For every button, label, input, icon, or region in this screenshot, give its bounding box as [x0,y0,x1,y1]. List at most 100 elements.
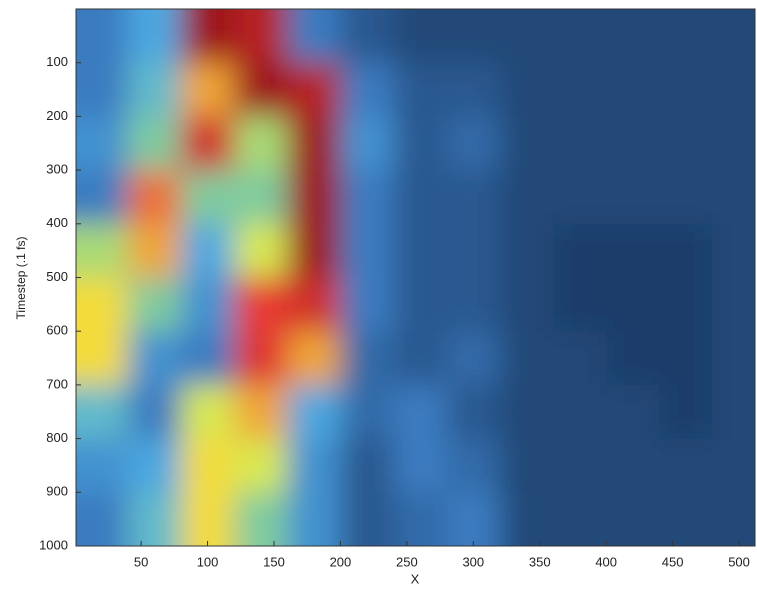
heatmap-cell [180,223,236,279]
heatmap-cell [606,492,661,546]
y-tick-label: 500 [46,269,68,284]
heatmap-cell [606,223,661,279]
heatmap-cell [446,277,501,333]
heatmap-cell [180,170,236,225]
heatmap-cell [499,384,555,440]
heatmap-cell [712,384,755,440]
heatmap-cell [76,223,129,279]
heatmap-cell [234,438,289,494]
heatmap-cell [287,223,342,279]
y-tick-label: 300 [46,162,68,177]
heatmap-cell [712,116,755,172]
heatmap-cell [659,170,714,225]
x-tick-label: 50 [134,554,148,569]
heatmap-cell [234,223,289,279]
heatmap-cell [180,277,236,333]
heatmap-cell [499,170,555,225]
y-tick-label: 100 [46,54,68,69]
heatmap-cell [340,223,395,279]
heatmap-cell [180,492,236,546]
heatmap-cell [659,9,714,64]
heatmap-cell [393,384,448,440]
heatmap-cell [127,9,182,64]
heatmap-cell [76,331,129,386]
heatmap-cell [340,62,395,118]
x-tick-label: 500 [728,554,750,569]
heatmap-cell [287,9,342,64]
heatmap-cell [712,170,755,225]
heatmap-cell [659,277,714,333]
heatmap-cell [659,492,714,546]
x-axis-label: X [411,571,420,586]
x-tick-label: 400 [595,554,617,569]
heatmap-cell [606,170,661,225]
heatmap-cell [712,492,755,546]
heatmap-cell [712,223,755,279]
heatmap-cell [76,170,129,225]
x-tick-label: 100 [197,554,219,569]
heatmap-cell [499,223,555,279]
heatmap-cell [659,62,714,118]
heatmap-cell [76,277,129,333]
heatmap-cell [446,9,501,64]
heatmap-cell [234,331,289,386]
heatmap-cell [659,384,714,440]
heatmap-cell [76,384,129,440]
x-tick-label: 250 [396,554,418,569]
heatmap-cell [287,116,342,172]
heatmap-cell [127,384,182,440]
heatmap-cell [659,223,714,279]
heatmap-cell [287,331,342,386]
heatmap-cell [393,223,448,279]
heatmap-cell [234,170,289,225]
x-tick-label: 150 [263,554,285,569]
y-tick-label: 400 [46,215,68,230]
y-tick-label: 700 [46,376,68,391]
heatmap-cell [606,277,661,333]
heatmap-cell [712,331,755,386]
heatmap-cell [393,116,448,172]
heatmap-cell [340,492,395,546]
heatmap-cell [340,170,395,225]
heatmap-cell [499,438,555,494]
y-tick-label: 800 [46,430,68,445]
heatmap-cell [553,492,608,546]
heatmap-cell [446,492,501,546]
heatmap-cell [712,62,755,118]
heatmap-cell [659,438,714,494]
heatmap-cell [712,9,755,64]
heatmap-cell [499,9,555,64]
y-tick-label: 200 [46,108,68,123]
heatmap-cell [393,331,448,386]
heatmap-cell [606,438,661,494]
heatmap-cell [287,277,342,333]
heatmap-cell [287,170,342,225]
y-tick-label: 900 [46,484,68,499]
heatmap-cell [606,62,661,118]
heatmap-cell [659,331,714,386]
heatmap-cell [340,438,395,494]
heatmap-cell [393,9,448,64]
heatmap-cell [127,223,182,279]
heatmap-cell [287,62,342,118]
heatmap-cell [446,331,501,386]
heatmap-cell [553,384,608,440]
heatmap-cell [127,116,182,172]
heatmap-cell [234,384,289,440]
y-tick-label: 600 [46,323,68,338]
heatmap-cell [446,62,501,118]
heatmap-cell [180,116,236,172]
heatmap-cell [606,384,661,440]
x-tick-label: 450 [662,554,684,569]
heatmap-cell [76,62,129,118]
heatmap-cell [127,62,182,118]
heatmap-cell [446,223,501,279]
heatmap-cell [659,116,714,172]
heatmap-cell [499,62,555,118]
heatmap-cell [234,62,289,118]
heatmap-cell [553,62,608,118]
heatmap-cell [553,223,608,279]
x-tick-label: 300 [462,554,484,569]
heatmap-cell [287,492,342,546]
